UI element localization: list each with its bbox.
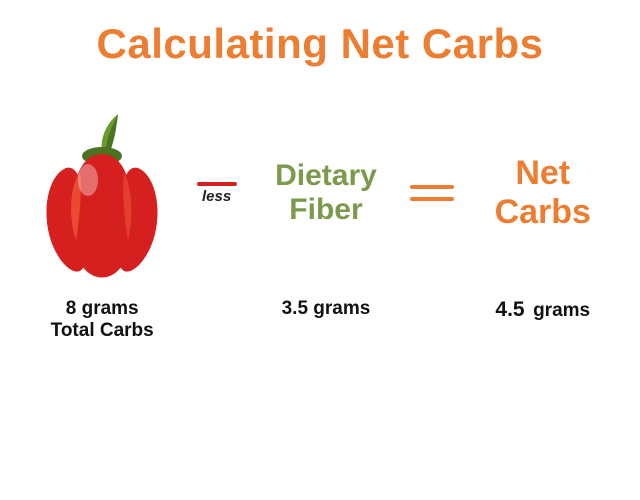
net-line2: Carbs <box>495 193 591 232</box>
red-pepper-icon <box>32 108 172 278</box>
total-carbs-col <box>27 108 177 278</box>
net-line1: Net <box>515 154 570 193</box>
equation-row: less Dietary Fiber Net Carbs <box>0 108 640 278</box>
fiber-line1: Dietary <box>275 159 377 194</box>
less-label: less <box>202 188 231 205</box>
minus-operator: less <box>192 182 242 205</box>
values-row: 8 grams Total Carbs 3.5 grams 4.5 grams <box>0 298 640 342</box>
total-carbs-value: 8 grams Total Carbs <box>27 298 177 342</box>
dietary-fiber-term: Dietary Fiber <box>256 159 396 228</box>
total-carbs-line1: 8 grams <box>27 298 177 320</box>
minus-icon <box>197 182 237 186</box>
fiber-value: 3.5 grams <box>256 298 396 342</box>
net-value-unit: grams <box>533 300 590 321</box>
equals-value-spacer <box>410 298 458 342</box>
net-carbs-term: Net Carbs <box>473 154 613 232</box>
equals-line-1 <box>410 185 454 189</box>
equals-operator <box>410 185 458 201</box>
net-value: 4.5 grams <box>473 298 613 342</box>
equals-line-2 <box>410 197 454 201</box>
fiber-line2: Fiber <box>289 193 362 228</box>
page-title: Calculating Net Carbs <box>0 0 640 68</box>
net-value-num: 4.5 <box>495 298 524 321</box>
minus-value-spacer <box>192 298 242 342</box>
pepper-illustration <box>27 108 177 278</box>
total-carbs-line2: Total Carbs <box>27 320 177 342</box>
pepper-shine <box>78 164 98 196</box>
